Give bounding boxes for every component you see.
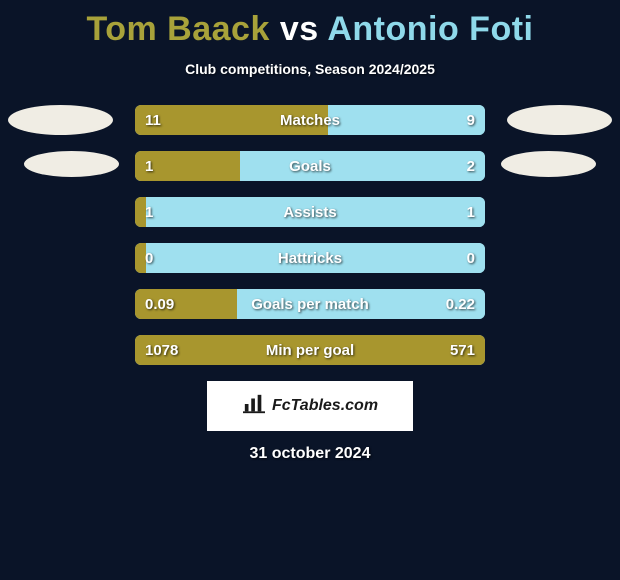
chart-icon <box>242 393 266 420</box>
stat-value-right: 2 <box>457 151 485 181</box>
stat-value-left: 1078 <box>135 335 188 365</box>
stat-value-left: 1 <box>135 151 163 181</box>
stat-row: 1078571Min per goal <box>135 335 485 365</box>
stat-row: 12Goals <box>135 151 485 181</box>
stat-row: 0.090.22Goals per match <box>135 289 485 319</box>
title-vs: vs <box>280 10 319 48</box>
stat-fill-right <box>146 243 486 273</box>
avatar-player1-bottom <box>24 151 119 177</box>
stat-fill-right <box>240 151 485 181</box>
avatar-player1-top <box>8 105 113 135</box>
avatar-player2-top <box>507 105 612 135</box>
stat-value-left: 0.09 <box>135 289 184 319</box>
comparison-stage: 119Matches12Goals11Assists00Hattricks0.0… <box>0 105 620 365</box>
brand-badge: FcTables.com <box>207 381 413 431</box>
stat-fill-right <box>146 197 486 227</box>
stat-value-right: 571 <box>440 335 485 365</box>
subtitle: Club competitions, Season 2024/2025 <box>0 61 620 77</box>
brand-text: FcTables.com <box>272 397 378 415</box>
stat-value-right: 9 <box>457 105 485 135</box>
title-player1: Tom Baack <box>86 10 269 48</box>
title-player2: Antonio Foti <box>327 10 533 48</box>
stat-row: 11Assists <box>135 197 485 227</box>
date-text: 31 october 2024 <box>0 445 620 463</box>
page-title: Tom Baack vs Antonio Foti <box>0 0 620 49</box>
avatar-player2-bottom <box>501 151 596 177</box>
stat-value-left: 1 <box>135 197 163 227</box>
stat-row: 00Hattricks <box>135 243 485 273</box>
stat-value-left: 0 <box>135 243 163 273</box>
stat-value-right: 0 <box>457 243 485 273</box>
stat-bars: 119Matches12Goals11Assists00Hattricks0.0… <box>135 105 485 365</box>
stat-value-left: 11 <box>135 105 171 135</box>
stat-row: 119Matches <box>135 105 485 135</box>
stat-value-right: 0.22 <box>436 289 485 319</box>
stat-value-right: 1 <box>457 197 485 227</box>
